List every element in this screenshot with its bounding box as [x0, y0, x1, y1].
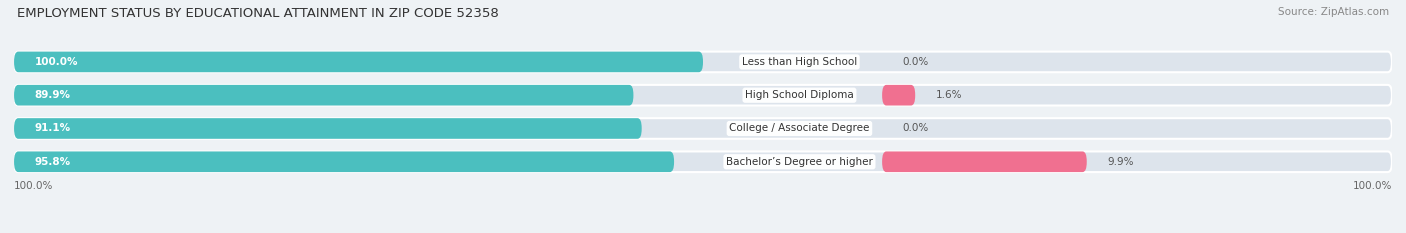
Text: 91.1%: 91.1%: [35, 123, 70, 134]
Text: College / Associate Degree: College / Associate Degree: [730, 123, 870, 134]
FancyBboxPatch shape: [14, 118, 641, 139]
Text: Bachelor’s Degree or higher: Bachelor’s Degree or higher: [725, 157, 873, 167]
Text: 89.9%: 89.9%: [35, 90, 70, 100]
Text: 100.0%: 100.0%: [14, 181, 53, 191]
Text: 0.0%: 0.0%: [903, 57, 929, 67]
FancyBboxPatch shape: [14, 51, 703, 72]
FancyBboxPatch shape: [14, 151, 1392, 172]
FancyBboxPatch shape: [14, 85, 1392, 106]
Legend: In Labor Force, Unemployed: In Labor Force, Unemployed: [606, 229, 800, 233]
Text: Source: ZipAtlas.com: Source: ZipAtlas.com: [1278, 7, 1389, 17]
FancyBboxPatch shape: [14, 85, 634, 106]
Text: 95.8%: 95.8%: [35, 157, 70, 167]
Text: High School Diploma: High School Diploma: [745, 90, 853, 100]
Text: 0.0%: 0.0%: [903, 123, 929, 134]
Text: EMPLOYMENT STATUS BY EDUCATIONAL ATTAINMENT IN ZIP CODE 52358: EMPLOYMENT STATUS BY EDUCATIONAL ATTAINM…: [17, 7, 499, 20]
Text: 1.6%: 1.6%: [936, 90, 962, 100]
FancyBboxPatch shape: [14, 151, 673, 172]
FancyBboxPatch shape: [882, 151, 1087, 172]
FancyBboxPatch shape: [882, 85, 915, 106]
Text: Less than High School: Less than High School: [742, 57, 858, 67]
Text: 9.9%: 9.9%: [1108, 157, 1133, 167]
Text: 100.0%: 100.0%: [35, 57, 79, 67]
Text: 100.0%: 100.0%: [1353, 181, 1392, 191]
FancyBboxPatch shape: [14, 51, 1392, 72]
FancyBboxPatch shape: [14, 118, 1392, 139]
